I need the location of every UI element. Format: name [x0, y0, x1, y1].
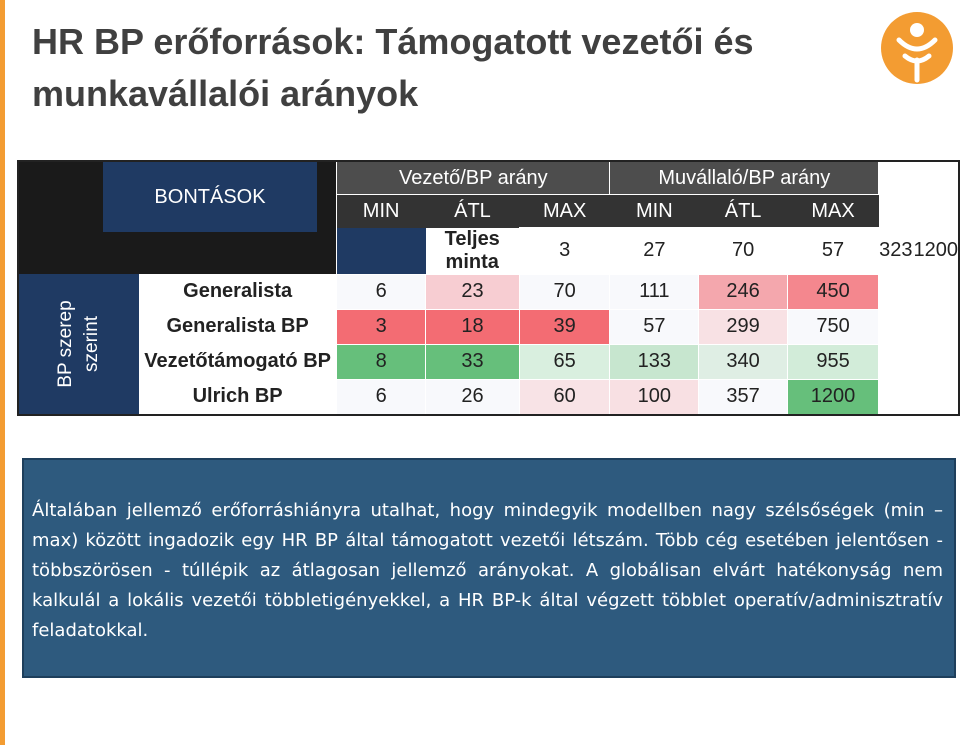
- table-cell: 3: [518, 227, 611, 275]
- table-cell: 6: [336, 378, 427, 415]
- table-cell: 323: [878, 227, 914, 275]
- table-cell: 70: [518, 273, 611, 310]
- table-cell: 60: [518, 378, 611, 415]
- table-cell: 33: [425, 343, 520, 380]
- header-corner: BONTÁSOK: [18, 161, 337, 274]
- row-label: Ulrich BP: [139, 379, 337, 415]
- table-row-generalista: BP szerep szerint Generalista 6 23 70 11…: [18, 273, 959, 415]
- row-label: Teljes minta: [425, 227, 520, 274]
- subheader-atl: ÁTL: [425, 194, 520, 228]
- summary-box: [22, 458, 956, 678]
- table-row-vezetotamogato-bp: Vezetőtámogató BP 8 33 65 133 340 955: [18, 343, 959, 380]
- table-cell: 18: [425, 308, 520, 345]
- side-label-cell: BP szerep szerint: [18, 274, 139, 415]
- group-header-vezeto: Vezető/BP arány: [336, 160, 611, 195]
- table-cell: 26: [425, 378, 520, 415]
- subheader-max: MAX: [519, 194, 610, 228]
- side-blank: [336, 227, 426, 274]
- table-row-generalista-bp: Generalista BP 3 18 39 57 299 750: [18, 308, 959, 345]
- table-cell: 133: [609, 343, 700, 380]
- subheader-max: MAX: [787, 194, 879, 228]
- row-label: Generalista BP: [139, 309, 337, 344]
- group-header-munkavallalo: Muvállaló/BP arány: [609, 160, 880, 195]
- table-cell: 450: [786, 273, 880, 310]
- table-cell: 357: [698, 378, 788, 415]
- subheader-atl: ÁTL: [698, 194, 788, 228]
- row-label: Vezetőtámogató BP: [139, 344, 337, 379]
- table-cell: 57: [786, 227, 880, 275]
- summary-text: Általában jellemző erőforráshiányra utal…: [32, 500, 943, 641]
- table-cell: 246: [698, 273, 788, 310]
- table-cell: 39: [518, 308, 611, 345]
- table-cell: 340: [698, 343, 788, 380]
- bontasok-label: BONTÁSOK: [103, 162, 317, 232]
- table-cell: 70: [698, 227, 788, 275]
- subheader-min: MIN: [609, 194, 699, 228]
- row-label: Generalista: [139, 274, 337, 309]
- table-cell: 57: [609, 308, 700, 345]
- table-cell: 955: [786, 343, 880, 380]
- company-logo-icon: [881, 12, 953, 84]
- table-row-teljes-minta: Teljes minta 3 27 70 57 323 1200: [18, 227, 960, 275]
- table-cell: 1200: [912, 227, 960, 275]
- table-cell: 8: [336, 343, 427, 380]
- page-title: HR BP erőforrások: Támogatott vezetői és…: [32, 21, 754, 114]
- table-cell: 299: [698, 308, 788, 345]
- table-cell: 100: [609, 378, 700, 415]
- ratio-table: BONTÁSOK Vezető/BP arány Muvállaló/BP ar…: [17, 160, 960, 416]
- subheader-min: MIN: [336, 194, 426, 228]
- table-cell: 111: [609, 273, 700, 310]
- table-cell: 27: [609, 227, 700, 275]
- left-accent-bar: [0, 0, 5, 745]
- side-label: BP szerep szerint: [55, 300, 102, 388]
- table-cell: 65: [518, 343, 611, 380]
- table-cell: 750: [786, 308, 880, 345]
- table-cell: 6: [336, 273, 427, 310]
- table-cell: 23: [425, 273, 520, 310]
- table-row-ulrich-bp: Ulrich BP 6 26 60 100 357 1200: [18, 378, 959, 415]
- table-cell: 1200: [786, 378, 880, 415]
- table-cell: 3: [336, 308, 427, 345]
